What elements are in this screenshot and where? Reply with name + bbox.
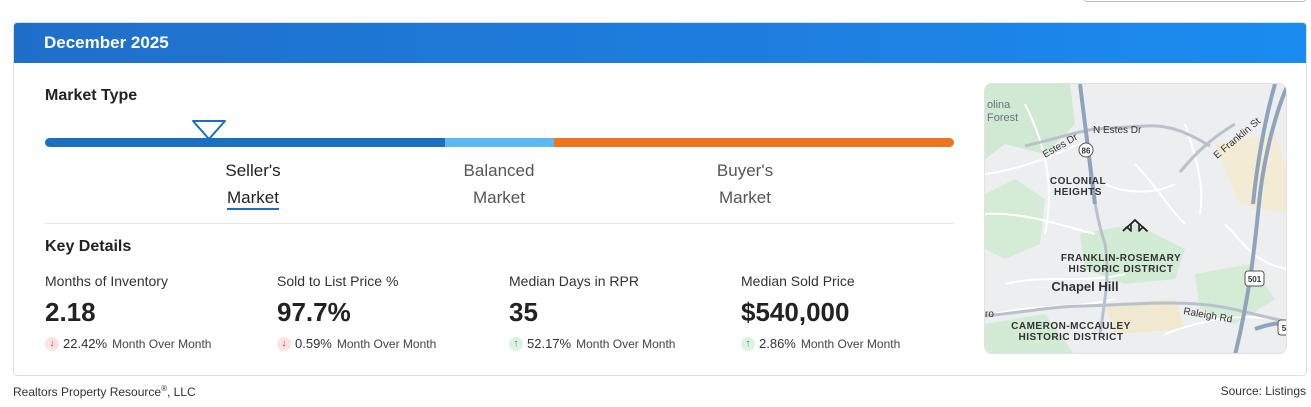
map-label-ro: ro	[985, 309, 994, 320]
map-label-colonial-heights: COLONIAL	[1050, 176, 1106, 187]
svg-text:HISTORIC DISTRICT: HISTORIC DISTRICT	[1069, 264, 1174, 275]
buyer-market-segment	[554, 138, 954, 147]
map-label-chapel-hill: Chapel Hill	[1051, 279, 1118, 294]
card-header: December 2025	[14, 23, 1306, 63]
buyer-market-label: Buyer's Market	[716, 161, 774, 207]
metric-sold-to-list-price: Sold to List Price % 97.7% ↓ 0.59% Month…	[277, 273, 437, 351]
home-pin-icon	[1122, 219, 1148, 232]
svg-text:86: 86	[1082, 147, 1091, 156]
area-map[interactable]: olina Forest Estes Dr N Estes Dr E Frank…	[984, 83, 1287, 354]
route-86-icon: 86	[1078, 142, 1094, 158]
arrow-up-icon: ↑	[509, 336, 523, 351]
metric-median-sold-price: Median Sold Price $540,000 ↑ 2.86% Month…	[741, 273, 901, 351]
route-501-icon: 501	[1244, 270, 1265, 287]
key-details-title: Key Details	[45, 238, 132, 255]
map-label-cameron-mccauley: CAMERON-MCCAULEY	[1011, 321, 1131, 332]
metric-months-of-inventory: Months of Inventory 2.18 ↓ 22.42% Month …	[45, 273, 212, 351]
market-type-title: Market Type	[45, 87, 138, 104]
market-card: December 2025 Market Type Seller's Marke…	[13, 22, 1307, 376]
report-month-title: December 2025	[44, 33, 169, 52]
arrow-down-icon: ↓	[45, 336, 59, 351]
arrow-down-icon: ↓	[277, 336, 291, 351]
map-canvas: olina Forest Estes Dr N Estes Dr E Frank…	[985, 84, 1287, 353]
top-partial-input	[1084, 0, 1306, 2]
metric-median-days-in-rpr: Median Days in RPR 35 ↑ 52.17% Month Ove…	[509, 273, 676, 351]
market-indicator-icon	[192, 120, 226, 140]
svg-text:HISTORIC DISTRICT: HISTORIC DISTRICT	[1019, 332, 1124, 343]
route-5-icon: 5	[1277, 319, 1287, 336]
balanced-market-label: Balanced Market	[463, 161, 535, 207]
arrow-up-icon: ↑	[741, 336, 755, 351]
svg-text:501: 501	[1248, 275, 1262, 284]
section-divider	[45, 223, 954, 224]
footer-source: Source: Listings	[1220, 384, 1306, 398]
svg-text:HEIGHTS: HEIGHTS	[1054, 187, 1102, 198]
map-label-franklin-rosemary: FRANKLIN-ROSEMARY	[1061, 253, 1181, 264]
seller-market-segment	[45, 138, 445, 147]
map-label-forest: Forest	[987, 112, 1018, 124]
footer-company: Realtors Property Resource®, LLC	[13, 384, 196, 399]
market-type-bar	[45, 138, 954, 147]
map-label-olina: olina	[987, 99, 1011, 111]
balanced-market-segment	[445, 138, 554, 147]
map-label-n-estes-dr: N Estes Dr	[1093, 125, 1142, 136]
seller-market-label: Seller's Market	[183, 157, 323, 211]
svg-text:5: 5	[1282, 324, 1287, 333]
